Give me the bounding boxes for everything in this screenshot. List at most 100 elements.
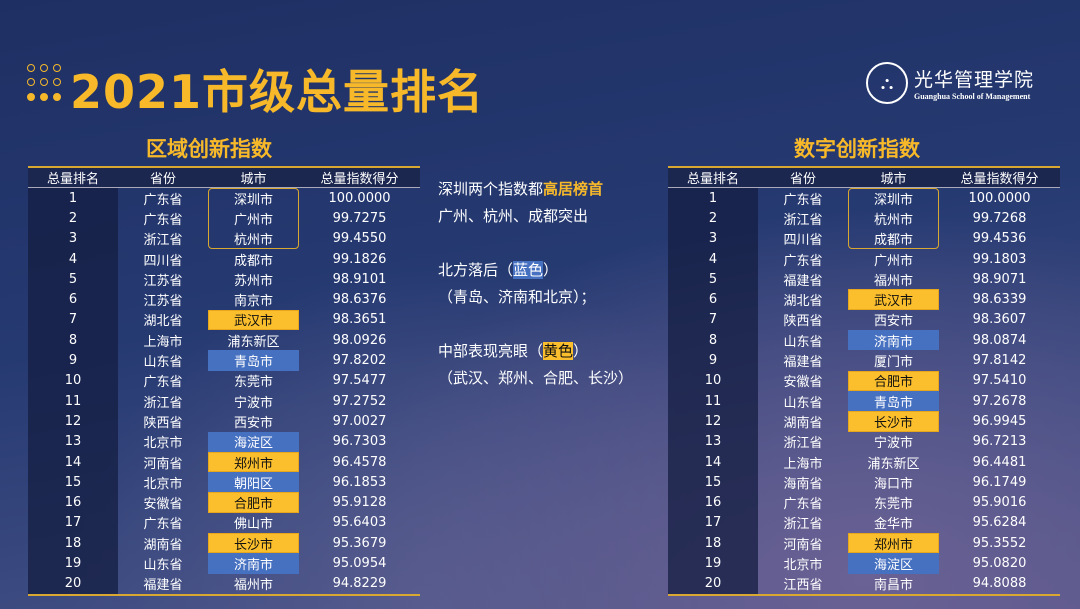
table-row: 20 江西省 南昌市 94.8088: [668, 573, 1060, 594]
table-row: 7 湖北省 武汉市 98.3651: [28, 309, 420, 331]
table-row: 6 江苏省 南京市 98.6376: [28, 289, 420, 310]
city-cell: 青岛市: [208, 350, 299, 371]
table-row: 5 福建省 福州市 98.9071: [668, 269, 1060, 290]
rank-cell: 12: [28, 411, 118, 432]
rank-cell: 3: [28, 228, 118, 249]
table-header: 总量排名 省份 城市 总量指数得分: [28, 168, 420, 188]
rank-cell: 10: [668, 370, 758, 391]
note-text: 深圳两个指数都: [438, 180, 544, 198]
note-line: 深圳两个指数都高居榜首: [438, 176, 633, 203]
regional-innovation-table: 总量排名 省份 城市 总量指数得分 1 广东省 深圳市 100.0000 2 广东省 广州市 99.7…: [28, 166, 420, 596]
province-cell: 山东省: [143, 355, 183, 371]
score-cell: 98.9071: [972, 271, 1027, 287]
rank-cell: 4: [668, 248, 758, 270]
province-cell: 北京市: [783, 557, 823, 573]
rank-cell: 20: [668, 573, 758, 594]
city-cell: 广州市: [233, 212, 273, 228]
rank-cell: 17: [668, 512, 758, 534]
province-cell: 广东省: [143, 192, 183, 208]
province-cell: 广东省: [783, 192, 823, 208]
province-cell: 北京市: [143, 476, 183, 492]
province-cell: 广东省: [783, 253, 823, 269]
province-cell: 上海市: [143, 334, 183, 350]
city-cell: 长沙市: [208, 533, 299, 554]
logo-en: Guanghua School of Management: [914, 92, 1031, 101]
rank-cell: 19: [668, 553, 758, 574]
score-cell: 99.7268: [972, 210, 1027, 226]
province-cell: 广东省: [143, 212, 183, 228]
score-cell: 95.0820: [972, 555, 1027, 571]
score-cell: 96.9945: [972, 413, 1027, 429]
column-header: 总量排名: [686, 172, 739, 187]
rank-cell: 8: [28, 330, 118, 351]
score-cell: 96.1749: [972, 474, 1027, 490]
rank-cell: 13: [28, 431, 118, 452]
table-row: 11 浙江省 宁波市 97.2752: [28, 390, 420, 412]
province-cell: 浙江省: [143, 233, 183, 249]
note-text: 北方落后（: [438, 261, 514, 279]
score-cell: 98.6376: [332, 292, 387, 308]
rank-cell: 4: [28, 248, 118, 270]
score-cell: 98.0874: [972, 332, 1027, 348]
city-cell: 朝阳区: [208, 472, 299, 493]
note-text: 中部表现亮眼（: [438, 342, 544, 360]
city-cell: 厦门市: [873, 355, 913, 371]
score-cell: 100.0000: [968, 190, 1031, 206]
table-row: 3 浙江省 杭州市 99.4550: [28, 228, 420, 249]
column-header: 省份: [789, 172, 816, 187]
city-cell: 济南市: [848, 330, 939, 351]
score-cell: 99.4550: [332, 231, 387, 247]
province-cell: 湖南省: [783, 415, 823, 431]
city-cell: 宁波市: [233, 395, 273, 411]
rank-cell: 1: [668, 188, 758, 209]
city-cell: 深圳市: [873, 192, 913, 208]
city-cell: 郑州市: [208, 451, 299, 473]
city-cell: 西安市: [233, 415, 273, 431]
score-cell: 98.9101: [332, 271, 387, 287]
table-row: 3 四川省 成都市 99.4536: [668, 228, 1060, 249]
city-cell: 武汉市: [848, 289, 939, 310]
rank-cell: 6: [668, 289, 758, 310]
score-cell: 99.1803: [972, 251, 1027, 267]
digital-innovation-table: 总量排名 省份 城市 总量指数得分 1 广东省 深圳市 100.0000 2 浙江省 杭州市 99.7…: [668, 166, 1060, 596]
city-cell: 郑州市: [848, 533, 939, 554]
left-table-title: 区域创新指数: [146, 137, 272, 161]
rank-cell: 7: [28, 309, 118, 331]
table-row: 18 湖南省 长沙市 95.3679: [28, 533, 420, 554]
table-row: 2 浙江省 杭州市 99.7268: [668, 208, 1060, 229]
column-header: 总量排名: [46, 172, 99, 187]
city-cell: 南昌市: [873, 578, 913, 594]
province-cell: 广东省: [783, 497, 823, 513]
province-cell: 山东省: [783, 395, 823, 411]
note-line: 北方落后（蓝色）: [438, 257, 633, 284]
note-line: 中部表现亮眼（黄色）: [438, 338, 633, 365]
score-cell: 97.0027: [332, 413, 387, 429]
province-cell: 北京市: [143, 436, 183, 452]
table-row: 19 山东省 济南市 95.0954: [28, 553, 420, 574]
rank-cell: 15: [28, 472, 118, 493]
table-row: 20 福建省 福州市 94.8229: [28, 573, 420, 594]
province-cell: 上海市: [783, 456, 823, 472]
city-cell: 杭州市: [233, 233, 273, 249]
rank-cell: 13: [668, 431, 758, 452]
city-cell: 东莞市: [873, 497, 913, 513]
rank-cell: 11: [28, 390, 118, 412]
note-line: （青岛、济南和北京）；: [438, 288, 596, 306]
rank-cell: 10: [28, 370, 118, 391]
table-row: 15 北京市 朝阳区 96.1853: [28, 472, 420, 493]
score-cell: 97.5410: [972, 373, 1027, 389]
column-header: 总量指数得分: [960, 172, 1039, 187]
province-cell: 陕西省: [143, 415, 183, 431]
score-cell: 96.4481: [972, 454, 1027, 470]
city-cell: 济南市: [208, 553, 299, 574]
province-cell: 安徽省: [143, 497, 183, 513]
city-cell: 佛山市: [233, 517, 273, 533]
province-cell: 安徽省: [783, 375, 823, 391]
province-cell: 陕西省: [783, 314, 823, 330]
rank-cell: 8: [668, 330, 758, 351]
score-cell: 99.1826: [332, 251, 387, 267]
city-cell: 青岛市: [848, 390, 939, 412]
province-cell: 浙江省: [143, 395, 183, 411]
table-row: 4 广东省 广州市 99.1803: [668, 248, 1060, 270]
province-cell: 广东省: [143, 375, 183, 391]
